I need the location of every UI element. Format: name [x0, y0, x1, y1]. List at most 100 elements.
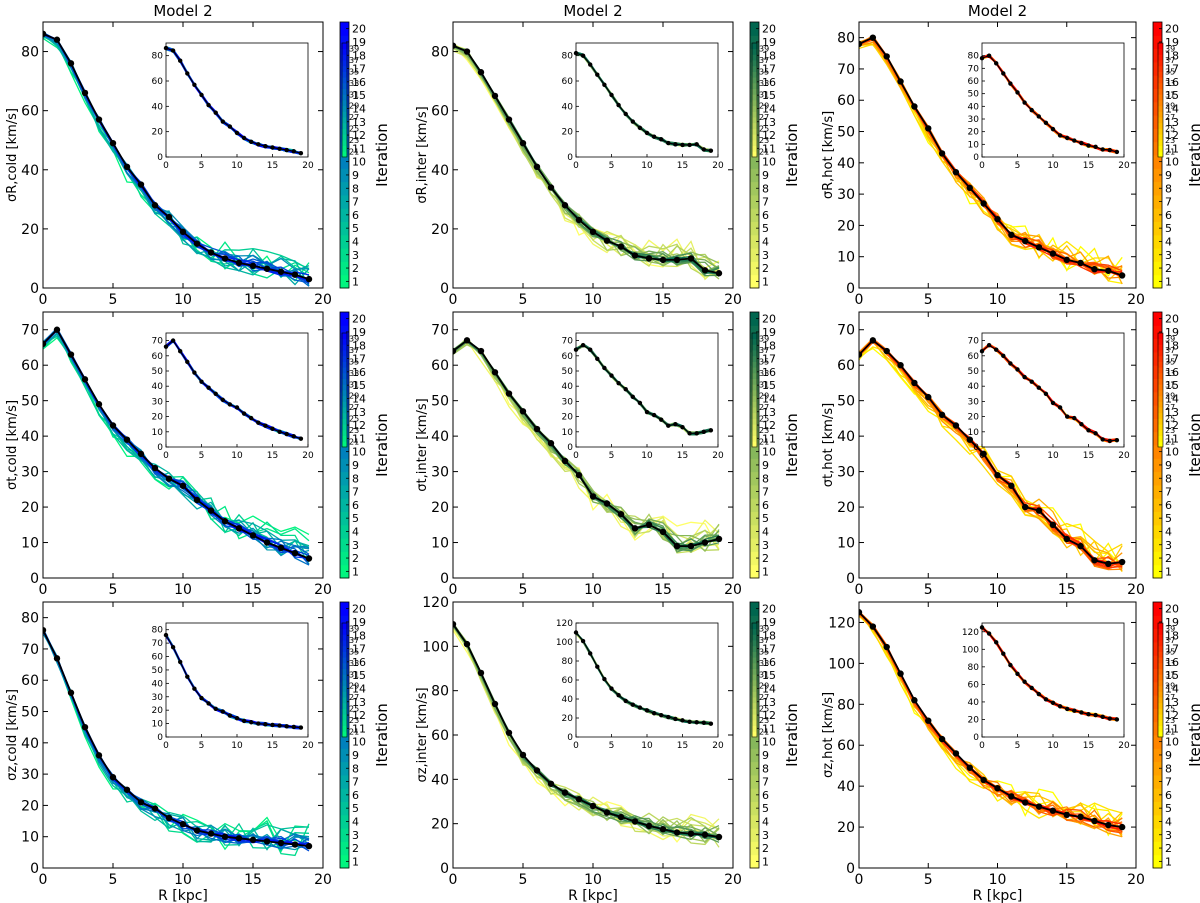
colorbar-tick-label: 1: [352, 275, 359, 288]
colorbar-tick-label: 17: [762, 63, 776, 76]
colorbar-segment: [1153, 261, 1162, 276]
colorbar-segment: [1153, 194, 1162, 209]
final-point: [911, 379, 918, 387]
colorbar-tick-label: 20: [352, 23, 366, 36]
inset-final-point: [644, 409, 650, 415]
inset-colorbar-segment: [1158, 390, 1163, 397]
panel-title: Model 2: [563, 2, 622, 20]
colorbar-segment: [750, 194, 759, 209]
colorbar-segment: [750, 155, 759, 169]
inset-final-point: [673, 422, 678, 427]
colorbar-label: Iteration: [373, 123, 391, 187]
inset-final-point: [1100, 714, 1105, 720]
inset-colorbar-segment: [752, 43, 757, 50]
final-point: [1063, 535, 1070, 543]
colorbar-tick-label: 4: [1165, 525, 1172, 538]
inset-colorbar-tick-label: 37: [759, 56, 769, 65]
inset-colorbar-tick-label: 25: [759, 125, 769, 134]
inset-colorbar-segment: [342, 407, 347, 414]
inset-colorbar-segment: [752, 731, 757, 738]
inset-colorbar-tick-label: 35: [349, 648, 359, 657]
final-point: [617, 243, 625, 250]
inset-y-tick-label: 70: [968, 337, 980, 347]
final-point: [1091, 817, 1098, 825]
colorbar-segment: [1153, 274, 1162, 289]
inset-colorbar-segment: [752, 714, 757, 721]
colorbar-tick-label: 7: [1165, 196, 1172, 209]
inset-final-point: [1001, 353, 1006, 358]
inset-final-point: [256, 721, 261, 726]
inset-colorbar-segment: [752, 117, 757, 124]
inset-final-point: [1079, 140, 1084, 146]
inset-y-tick-label: 0: [157, 733, 163, 743]
colorbar-segment: [750, 208, 759, 222]
colorbar-segment: [1153, 155, 1162, 169]
colorbar-segment: [1153, 498, 1162, 512]
inset-final-point: [1114, 149, 1120, 155]
inset-final-point: [206, 102, 211, 108]
inset-colorbar-segment: [1158, 43, 1163, 50]
inset-final-point: [1086, 143, 1091, 148]
y-tick-label: 10: [431, 536, 449, 552]
final-point: [645, 521, 653, 528]
inset-colorbar-segment: [752, 134, 757, 141]
final-point: [533, 425, 541, 433]
colorbar-segment: [1153, 101, 1162, 116]
colorbar-segment: [1153, 312, 1162, 326]
colorbar-tick-label: 11: [352, 142, 366, 155]
colorbar-tick-label: 1: [1165, 275, 1172, 288]
y-tick-label: 0: [440, 571, 449, 587]
y-tick-label: 60: [837, 358, 855, 374]
final-point: [589, 493, 597, 500]
final-point: [966, 764, 973, 771]
inset-colorbar-tick-label: 27: [1165, 113, 1175, 122]
colorbar-tick-label: 17: [762, 643, 776, 656]
final-point: [575, 216, 583, 224]
inset-final-point: [234, 405, 240, 410]
colorbar-tick-label: 20: [762, 23, 776, 36]
inset-colorbar-segment: [1158, 48, 1163, 55]
colorbar-tick-label: 4: [762, 815, 769, 828]
colorbar-segment: [1153, 458, 1162, 473]
inset-colorbar-tick-label: 23: [349, 426, 359, 435]
x-tick-label: 20: [724, 292, 742, 308]
inset-final-point: [1057, 133, 1063, 138]
y-tick-label: 70: [837, 62, 855, 78]
inset-colorbar-tick-label: 39: [1165, 45, 1175, 54]
inset-x-tick-label: 5: [1015, 741, 1021, 751]
final-point: [715, 535, 723, 543]
colorbar-tick-label: 12: [352, 709, 366, 722]
final-point: [938, 735, 946, 743]
colorbar-segment: [1153, 841, 1162, 856]
colorbar-segment: [750, 735, 759, 749]
final-point: [1049, 807, 1057, 814]
colorbar-tick-label: 1: [352, 855, 359, 868]
inset-x-tick-label: 0: [979, 451, 985, 461]
colorbar-tick-label: 3: [1165, 249, 1172, 262]
final-point: [81, 89, 89, 97]
final-point: [617, 510, 625, 518]
inset-background: [576, 623, 718, 737]
inset-final-point: [284, 724, 289, 729]
inset-x-tick-label: 10: [641, 741, 653, 751]
inset-colorbar-segment: [1158, 60, 1163, 67]
inset-final-point: [220, 709, 225, 714]
inset-colorbar-segment: [752, 390, 757, 397]
inset-colorbar-segment: [752, 122, 757, 129]
x-tick-label: 20: [724, 582, 742, 598]
inset-final-point: [291, 434, 296, 439]
iteration-line-8: [453, 622, 720, 843]
inset-y-tick-label: 30: [968, 397, 980, 407]
iteration-curves: [43, 626, 313, 857]
final-point: [897, 362, 904, 369]
colorbar-tick-label: 16: [762, 76, 776, 89]
colorbar-tick-label: 15: [352, 89, 366, 102]
inset-colorbar-tick-label: 25: [349, 125, 359, 134]
final-point: [1118, 558, 1126, 566]
colorbar-tick-label: 18: [762, 49, 776, 62]
inset-colorbar-segment: [752, 88, 757, 95]
inset-colorbar-segment: [752, 65, 757, 72]
inset-colorbar-segment: [1158, 100, 1163, 107]
